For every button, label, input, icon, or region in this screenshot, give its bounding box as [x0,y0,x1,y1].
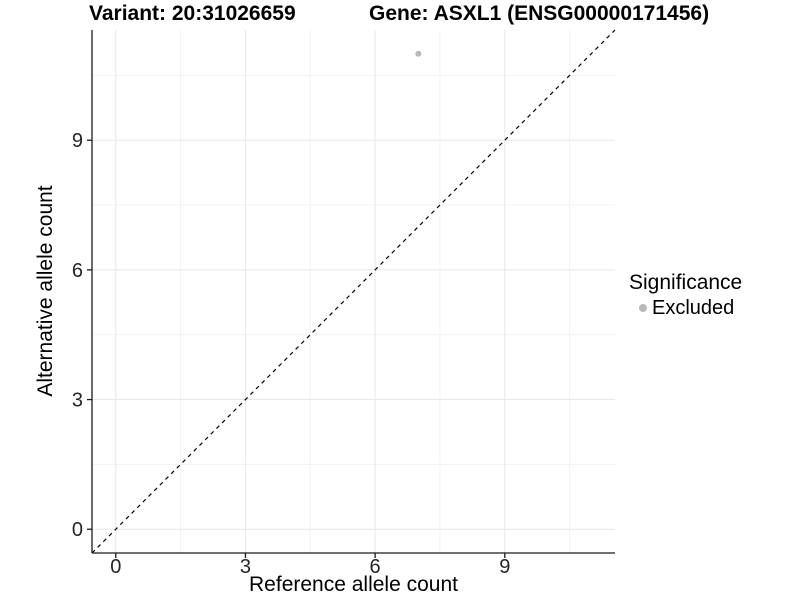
identity-reference-line [91,29,616,554]
x-tick-label: 3 [240,556,251,578]
y-tick-label: 6 [72,260,83,282]
legend-key-dot-icon [639,304,647,312]
legend-title: Significance [629,271,743,294]
plot-title-variant: Variant: 20:31026659 [89,2,296,25]
y-tick-label: 9 [72,130,83,152]
y-axis-title-text: Alternative allele count [34,185,57,397]
legend-items: Excluded [629,296,742,320]
x-tick-label: 0 [110,556,121,578]
x-tick-label: 6 [370,556,381,578]
data-point [415,50,422,57]
legend-item-label: Excluded [652,296,735,319]
x-axis-title: Reference allele count [249,573,458,596]
legend-item: Excluded [629,296,742,320]
plot-title-gene: Gene: ASXL1 (ENSG00000171456) [369,2,710,25]
y-tick-label: 3 [72,390,83,412]
x-tick-label: 9 [499,556,510,578]
legend: Significance Excluded [629,271,742,320]
y-tick-label: 0 [72,519,83,541]
